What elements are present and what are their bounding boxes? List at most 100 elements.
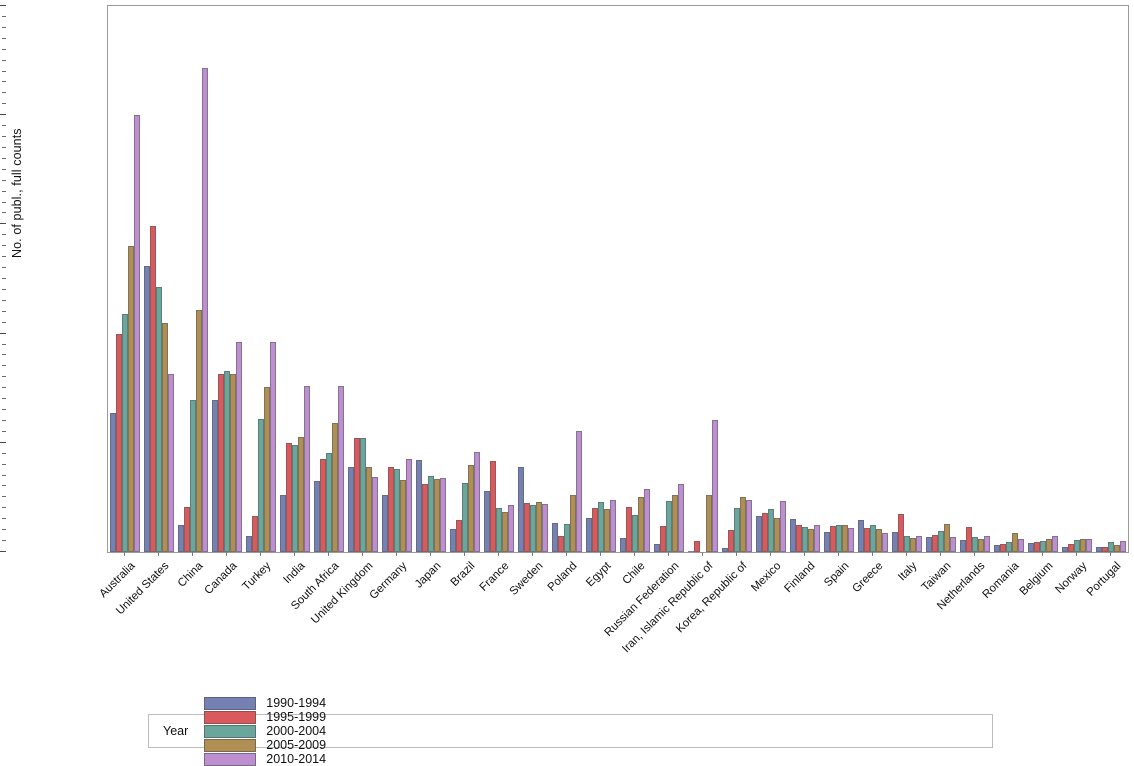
bar — [190, 400, 196, 552]
legend-label: 2000-2004 — [266, 724, 327, 738]
bar — [116, 333, 122, 552]
bar-group — [720, 6, 754, 552]
y-axis-minor-tick — [2, 267, 6, 269]
bar — [780, 500, 786, 552]
bar — [406, 459, 412, 552]
y-axis-minor-tick — [2, 354, 6, 356]
legend-label: 2005-2009 — [266, 738, 327, 752]
legend-entry[interactable]: 2005-2009 — [204, 738, 326, 752]
bar — [1102, 546, 1108, 552]
bar — [332, 423, 338, 552]
x-axis-tick-label-text: Spain — [822, 560, 852, 590]
y-axis-minor-tick — [2, 136, 6, 138]
bar — [768, 509, 774, 552]
bar — [552, 522, 558, 552]
bar — [508, 505, 514, 552]
bar — [496, 508, 502, 552]
bar-group — [1026, 6, 1060, 552]
bar — [756, 515, 762, 552]
bar — [280, 495, 286, 552]
bar-group — [924, 6, 958, 552]
legend-entry[interactable]: 2010-2014 — [204, 752, 326, 766]
legend-entry[interactable]: 2000-2004 — [204, 724, 326, 738]
bar — [456, 520, 462, 552]
bar — [530, 505, 536, 552]
bar — [994, 545, 1000, 552]
x-axis-tick-label-text: Russian Federation — [602, 560, 682, 640]
legend-title: Year — [163, 724, 189, 738]
legend-entry[interactable]: 1990-1994 — [204, 696, 326, 710]
bar — [620, 537, 626, 552]
bar — [808, 529, 814, 552]
bar — [202, 68, 208, 552]
bar — [1074, 540, 1080, 552]
bar — [178, 524, 184, 552]
bar — [830, 525, 836, 552]
y-axis-minor-tick — [2, 81, 6, 83]
y-axis-minor-tick — [2, 430, 6, 432]
bar-group — [992, 6, 1026, 552]
y-axis-minor-tick — [2, 157, 6, 159]
bar — [536, 501, 542, 552]
legend-color-swatch — [204, 724, 257, 738]
y-axis-minor-tick — [2, 310, 6, 312]
bar — [858, 520, 864, 552]
bar — [644, 488, 650, 552]
y-axis-minor-tick — [2, 452, 6, 454]
bar — [910, 537, 916, 552]
bar — [966, 526, 972, 552]
bars-container — [108, 6, 1128, 552]
x-axis-tick-label-text: Italy — [896, 560, 920, 584]
y-axis-minor-tick — [2, 92, 6, 94]
bar — [706, 495, 712, 552]
bar — [360, 438, 366, 552]
bar — [1006, 542, 1012, 552]
bar — [230, 374, 236, 552]
bar — [320, 459, 326, 552]
bar — [1046, 538, 1052, 552]
bar — [1108, 542, 1114, 552]
bar — [660, 525, 666, 552]
y-axis-minor-tick — [2, 245, 6, 247]
bar — [610, 499, 616, 552]
bar-group — [244, 6, 278, 552]
bar — [796, 524, 802, 552]
x-axis-tick-label-text: France — [477, 560, 512, 594]
y-axis-minor-tick — [2, 212, 6, 214]
x-axis-tick-label-text: Canada — [202, 560, 240, 597]
legend-entry[interactable]: 1995-1999 — [204, 710, 326, 724]
bar — [1028, 543, 1034, 552]
bar — [824, 532, 830, 552]
legend-color-swatch — [204, 710, 257, 724]
y-axis-minor-tick — [2, 103, 6, 105]
bar — [892, 532, 898, 552]
bar — [1080, 538, 1086, 552]
bar — [524, 502, 530, 552]
legend-label: 2010-2014 — [266, 752, 327, 766]
bar — [926, 536, 932, 552]
bar — [388, 466, 394, 552]
bar — [484, 490, 490, 552]
bar — [372, 476, 378, 552]
legend-color-swatch — [204, 752, 257, 766]
bar — [1086, 538, 1092, 552]
bar — [586, 518, 592, 552]
bar — [150, 225, 156, 552]
y-axis-minor-tick — [2, 463, 6, 465]
bar — [984, 535, 990, 552]
bar — [626, 507, 632, 552]
y-axis-minor-tick — [2, 70, 6, 72]
bar-group — [1094, 6, 1128, 552]
x-axis-tick-label-text: United States — [114, 560, 172, 618]
bar-group — [754, 6, 788, 552]
bar — [1000, 544, 1006, 552]
bar — [898, 513, 904, 552]
bar — [502, 511, 508, 552]
bar-group — [788, 6, 822, 552]
bar — [394, 469, 400, 552]
x-axis-tick-label-text: Korea, Republic of — [674, 560, 750, 636]
bar — [944, 523, 950, 552]
x-axis-tick-label-text: Brazil — [448, 560, 478, 589]
bar-group — [856, 6, 890, 552]
bar-group — [652, 6, 686, 552]
